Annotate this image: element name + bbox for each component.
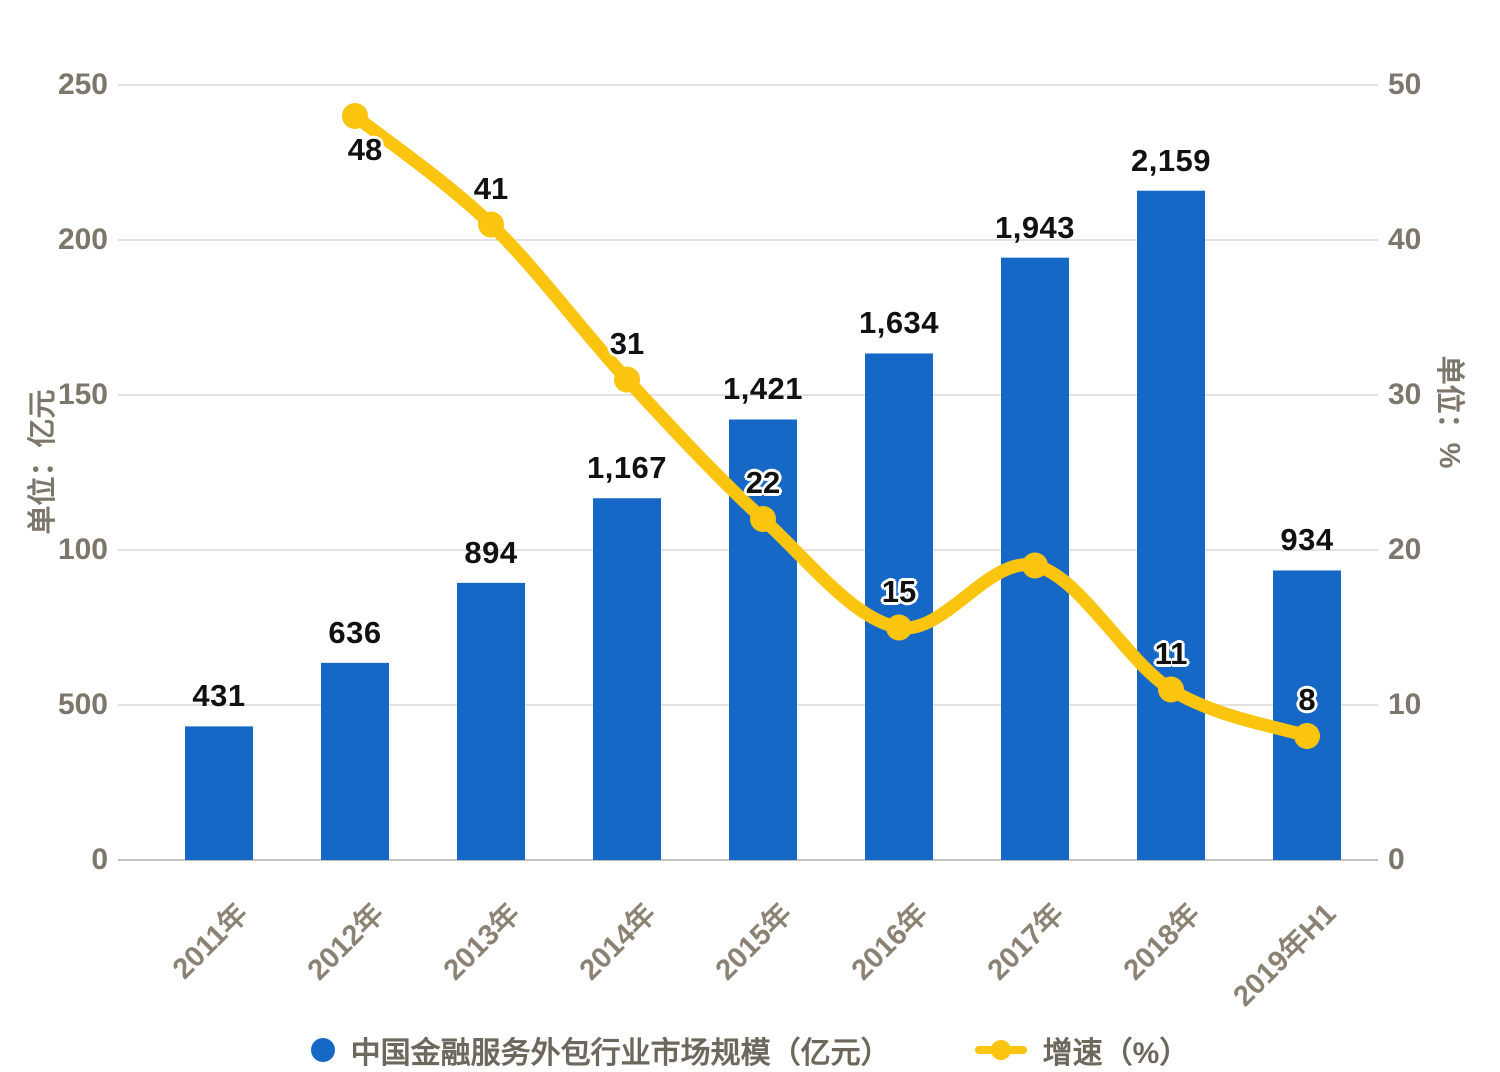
y-axis-tick-left: 100: [57, 533, 108, 566]
bar-2018年: [1137, 190, 1205, 860]
legend-label-market-size: 中国金融服务外包行业市场规模（亿元）: [350, 1037, 891, 1070]
bar-value-label: 1,634: [858, 305, 940, 341]
growth-point-2012年: [342, 103, 368, 129]
growth-point-2014年: [614, 366, 640, 393]
bar-value-label: 1,943: [994, 209, 1076, 245]
line-value-label: 11: [1154, 635, 1188, 671]
growth-point-2018年: [1158, 676, 1184, 703]
y-axis-tick-right: 20: [1388, 533, 1422, 566]
growth-line: [348, 109, 1314, 743]
growth-point-2013年: [478, 211, 504, 238]
y-axis-tick-right: 50: [1388, 68, 1422, 101]
y-axis-tick-left: 150: [57, 378, 108, 411]
left-axis-title: 单位：亿元: [27, 389, 59, 535]
bar-value-label: 431: [192, 678, 246, 714]
line-value-label: 22: [745, 465, 781, 500]
legend-item-market-size: 中国金融服务外包行业市场规模（亿元）: [310, 1028, 891, 1072]
bar-value-label: 894: [464, 534, 518, 570]
y-axis-tick-right: 10: [1388, 688, 1422, 721]
bar-value-label: 1,421: [722, 371, 804, 407]
y-axis-tick-left: 250: [57, 68, 108, 101]
legend-label-growth: 增速（%）: [1042, 1037, 1190, 1070]
growth-point-2016年: [886, 614, 912, 641]
growth-point-2019年H1: [1294, 723, 1320, 749]
bar-2013年: [457, 582, 525, 860]
line-value-label: 41: [473, 170, 509, 206]
bar-2016年: [865, 353, 933, 860]
y-axis-tick-right: 30: [1388, 378, 1422, 411]
bar-2019年H1: [1273, 570, 1341, 860]
legend: 中国金融服务外包行业市场规模（亿元） 增速（%）: [0, 1028, 1500, 1072]
y-axis-tick-left: 500: [57, 688, 108, 721]
bar-series-marker-icon: [310, 1038, 335, 1062]
bar-2012年: [321, 662, 389, 860]
bar-2011年: [185, 726, 253, 860]
right-axis-title: 单位：%: [1433, 355, 1465, 469]
line-value-label: 31: [609, 325, 645, 361]
bar-value-label: 2,159: [1130, 142, 1212, 178]
bar-value-label: 1,167: [586, 450, 668, 486]
growth-point-2017年: [1022, 552, 1048, 579]
line-value-label: 8: [1298, 682, 1316, 717]
line-value-label: 48: [347, 132, 383, 167]
y-axis-tick-left: 0: [91, 843, 108, 876]
line-value-label: 15: [881, 573, 917, 609]
y-axis-tick-right: 0: [1388, 843, 1405, 876]
bar-value-label: 636: [328, 614, 382, 650]
growth-point-2015年: [750, 506, 776, 532]
y-axis-tick-right: 40: [1388, 223, 1422, 256]
bar-2014年: [593, 498, 661, 860]
legend-item-growth: 增速（%）: [974, 1028, 1190, 1072]
y-axis-tick-left: 200: [57, 223, 108, 256]
line-series-marker-icon: [974, 1040, 1027, 1060]
bar-value-label: 934: [1280, 522, 1334, 558]
